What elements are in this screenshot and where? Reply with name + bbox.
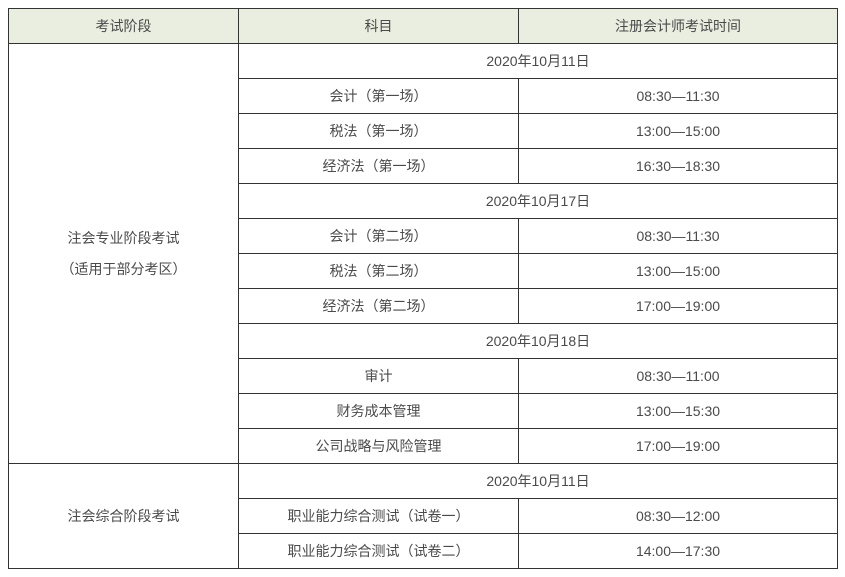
subject-cell: 税法（第二场）	[239, 254, 519, 289]
stage-professional-line2: （适用于部分考区）	[13, 254, 234, 285]
subject-cell: 职业能力综合测试（试卷一）	[239, 499, 519, 534]
subject-cell: 公司战略与风险管理	[239, 429, 519, 464]
time-cell: 17:00—19:00	[519, 289, 838, 324]
subject-cell: 审计	[239, 359, 519, 394]
table-row: 注会专业阶段考试 （适用于部分考区） 2020年10月11日	[9, 44, 838, 79]
date-header-3: 2020年10月18日	[239, 324, 838, 359]
time-cell: 08:30—11:30	[519, 79, 838, 114]
header-row: 考试阶段 科目 注册会计师考试时间	[9, 9, 838, 44]
time-cell: 17:00—19:00	[519, 429, 838, 464]
time-cell: 14:00—17:30	[519, 534, 838, 569]
header-time: 注册会计师考试时间	[519, 9, 838, 44]
subject-cell: 职业能力综合测试（试卷二）	[239, 534, 519, 569]
time-cell: 13:00—15:30	[519, 394, 838, 429]
subject-cell: 会计（第二场）	[239, 219, 519, 254]
time-cell: 08:30—11:00	[519, 359, 838, 394]
table-row: 注会综合阶段考试 2020年10月11日	[9, 464, 838, 499]
time-cell: 16:30—18:30	[519, 149, 838, 184]
stage-comprehensive-title: 注会综合阶段考试	[13, 501, 234, 532]
date-header-4: 2020年10月11日	[239, 464, 838, 499]
subject-cell: 财务成本管理	[239, 394, 519, 429]
time-cell: 08:30—11:30	[519, 219, 838, 254]
time-cell: 13:00—15:00	[519, 254, 838, 289]
time-cell: 13:00—15:00	[519, 114, 838, 149]
stage-professional-line1: 注会专业阶段考试	[13, 223, 234, 254]
time-cell: 08:30—12:00	[519, 499, 838, 534]
date-header-2: 2020年10月17日	[239, 184, 838, 219]
stage-professional-cell: 注会专业阶段考试 （适用于部分考区）	[9, 44, 239, 464]
header-subject: 科目	[239, 9, 519, 44]
subject-cell: 经济法（第二场）	[239, 289, 519, 324]
subject-cell: 经济法（第一场）	[239, 149, 519, 184]
subject-cell: 税法（第一场）	[239, 114, 519, 149]
stage-comprehensive-cell: 注会综合阶段考试	[9, 464, 239, 569]
subject-cell: 会计（第一场）	[239, 79, 519, 114]
date-header-1: 2020年10月11日	[239, 44, 838, 79]
exam-schedule-table: 考试阶段 科目 注册会计师考试时间 注会专业阶段考试 （适用于部分考区） 202…	[8, 8, 838, 569]
header-stage: 考试阶段	[9, 9, 239, 44]
